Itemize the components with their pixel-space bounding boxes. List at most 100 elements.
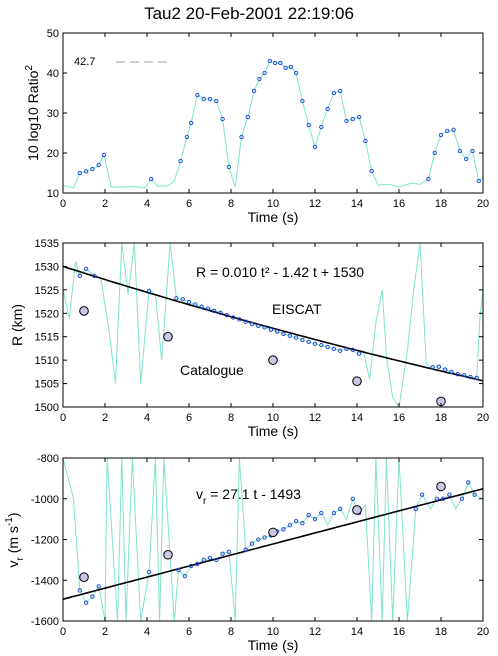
data-point	[272, 60, 278, 66]
data-point	[96, 162, 101, 168]
data-point	[205, 306, 211, 311]
x-tick-label: 2	[102, 412, 108, 424]
data-point	[174, 296, 179, 301]
data-point	[239, 134, 244, 140]
catalogue-point	[163, 331, 173, 342]
data-point	[344, 118, 349, 124]
data-point	[350, 347, 355, 352]
data-point	[413, 506, 418, 512]
data-point	[226, 164, 232, 170]
x-axis-label: Time (s)	[248, 209, 299, 225]
y-tick-label: 30	[47, 108, 59, 120]
x-tick-label: 20	[477, 626, 489, 638]
data-point	[312, 144, 318, 150]
data-point	[178, 158, 183, 164]
data-point	[440, 496, 446, 501]
data-point	[214, 557, 219, 563]
data-point	[101, 152, 107, 158]
data-point	[432, 150, 437, 156]
data-point	[199, 304, 204, 309]
x-tick-label: 2	[102, 198, 108, 210]
y-tick-label: 1505	[35, 379, 59, 391]
data-point	[300, 337, 305, 343]
x-tick-label: 8	[228, 412, 234, 424]
data-point	[457, 148, 463, 154]
data-point	[338, 88, 343, 94]
axes-box	[62, 32, 484, 194]
data-point	[83, 600, 89, 605]
y-axis-label-units-close: )	[5, 512, 21, 517]
fit-equation-sub: r	[203, 496, 207, 507]
data-point	[434, 496, 439, 501]
y-axis-label-units: (m s	[5, 526, 21, 557]
data-point	[474, 375, 479, 381]
data-point	[293, 519, 299, 524]
data-point	[325, 106, 330, 112]
data-point	[256, 537, 261, 542]
x-tick-label: 20	[477, 198, 489, 210]
fit-equation-main: v	[196, 486, 203, 502]
data-point	[243, 319, 248, 324]
data-point	[300, 521, 305, 526]
data-point	[251, 88, 257, 94]
data-point	[300, 98, 305, 104]
data-point	[331, 346, 337, 352]
data-point	[338, 506, 343, 512]
fit-line	[63, 488, 483, 600]
reference-label: 42.7	[74, 56, 95, 68]
y-tick-label: 50	[47, 28, 59, 40]
data-point	[449, 369, 454, 375]
data-point	[293, 70, 299, 76]
data-point	[466, 480, 471, 485]
data-point	[331, 510, 337, 516]
catalogue-point	[268, 527, 278, 538]
data-point	[180, 297, 185, 302]
data-point	[461, 372, 467, 378]
data-point	[201, 96, 206, 102]
data-point	[287, 523, 292, 528]
x-tick-label: 10	[267, 626, 279, 638]
data-point	[338, 348, 343, 353]
data-point	[445, 128, 450, 134]
data-point	[426, 176, 431, 182]
y-tick-label: 1525	[35, 285, 59, 297]
data-point	[306, 122, 311, 128]
panel-range: 0 2 4 6 8 10 12 14 16 18 20 1500 1505 1510 1515 1520 152…	[9, 238, 489, 439]
data-point	[249, 541, 255, 546]
data-point	[443, 367, 448, 372]
data-point	[430, 365, 435, 370]
catalogue-point	[352, 505, 362, 515]
data-point	[220, 551, 225, 556]
data-point	[214, 98, 219, 104]
data-point	[369, 168, 374, 174]
data-point	[472, 492, 477, 497]
data-point	[268, 327, 274, 332]
x-tick-label: 4	[144, 412, 150, 424]
y-tick-label: 10	[47, 188, 59, 200]
y-tick-label: -1000	[31, 494, 59, 506]
data-point	[193, 302, 198, 307]
y-axis-label-main: v	[5, 561, 21, 568]
data-point	[470, 148, 475, 154]
x-tick-label: 8	[228, 626, 234, 638]
data-point	[146, 288, 152, 293]
x-tick-label: 14	[351, 412, 363, 424]
data-point	[319, 342, 324, 348]
fit-line	[63, 265, 483, 382]
data-point	[176, 567, 181, 573]
data-point	[207, 96, 213, 102]
data-point	[281, 331, 286, 337]
data-point	[288, 64, 293, 70]
y-axis-label-main: 10 log10 Ratio	[25, 70, 41, 161]
catalogue-point	[79, 572, 89, 582]
y-axis-label-sub: r	[15, 557, 26, 561]
data-point	[459, 496, 465, 501]
data-point	[419, 492, 425, 497]
data-point	[243, 547, 248, 552]
data-point	[464, 156, 469, 162]
fit-equation: vr = 27.1 t - 1493	[196, 486, 301, 507]
data-point	[257, 76, 262, 82]
y-tick-label: 20	[47, 148, 59, 160]
data-point	[77, 273, 82, 278]
catalogue-point	[268, 355, 278, 365]
